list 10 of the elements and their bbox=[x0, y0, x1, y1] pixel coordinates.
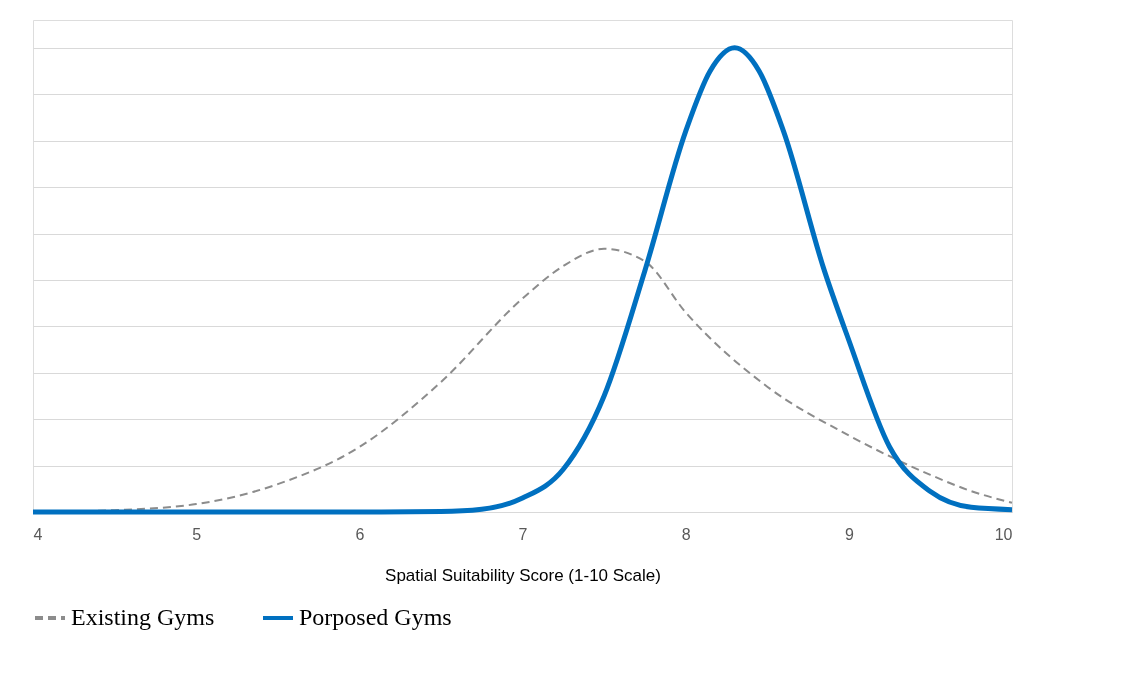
x-tick-label: 6 bbox=[355, 525, 365, 543]
x-tick-label: 9 bbox=[844, 525, 854, 543]
x-tick-label: 10 bbox=[994, 525, 1013, 543]
x-tick-label: 4 bbox=[33, 525, 43, 543]
x-axis-title: Spatial Suitability Score (1-10 Scale) bbox=[385, 565, 661, 585]
x-tick-label: 5 bbox=[192, 525, 202, 543]
x-tick-label: 7 bbox=[518, 525, 528, 543]
legend-label: Existing Gyms bbox=[71, 604, 215, 630]
legend-label: Porposed Gyms bbox=[299, 604, 452, 630]
x-tick-label: 8 bbox=[681, 525, 691, 543]
